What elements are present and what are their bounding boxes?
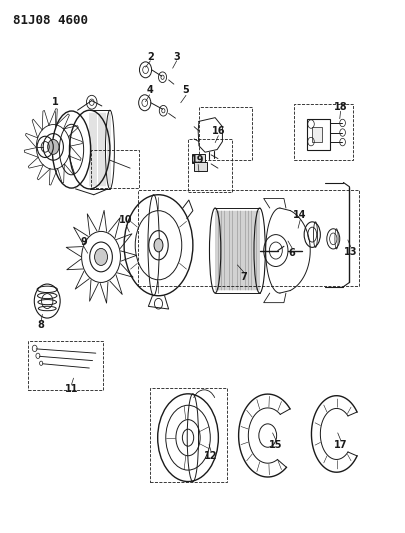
Text: 4: 4 <box>146 85 153 95</box>
Bar <box>138 190 358 286</box>
Text: 19: 19 <box>191 155 205 165</box>
Text: 17: 17 <box>333 440 346 450</box>
Text: 18: 18 <box>333 102 347 112</box>
Text: 81J08 4600: 81J08 4600 <box>13 14 87 27</box>
Ellipse shape <box>153 239 162 252</box>
Text: 5: 5 <box>182 85 189 95</box>
Bar <box>293 104 352 160</box>
Bar <box>90 150 139 188</box>
Text: 14: 14 <box>293 211 306 221</box>
Circle shape <box>94 248 107 265</box>
Text: 13: 13 <box>343 247 356 256</box>
Bar <box>28 341 103 390</box>
Text: 12: 12 <box>204 451 217 461</box>
Bar <box>191 155 204 163</box>
Text: 16: 16 <box>211 126 224 136</box>
Text: 11: 11 <box>64 384 78 394</box>
Circle shape <box>47 140 59 155</box>
Bar <box>193 163 206 171</box>
Bar <box>150 387 227 482</box>
Bar <box>187 139 232 192</box>
Text: 7: 7 <box>239 272 246 282</box>
Text: 15: 15 <box>269 440 282 450</box>
Bar <box>311 127 322 142</box>
Bar <box>198 107 251 160</box>
Bar <box>306 119 330 150</box>
Text: 3: 3 <box>173 52 180 61</box>
Text: 1: 1 <box>52 96 59 107</box>
Text: 2: 2 <box>147 52 153 61</box>
Text: 6: 6 <box>288 248 295 257</box>
Text: 9: 9 <box>80 237 87 247</box>
Text: 8: 8 <box>38 320 45 330</box>
Text: 10: 10 <box>119 215 132 225</box>
